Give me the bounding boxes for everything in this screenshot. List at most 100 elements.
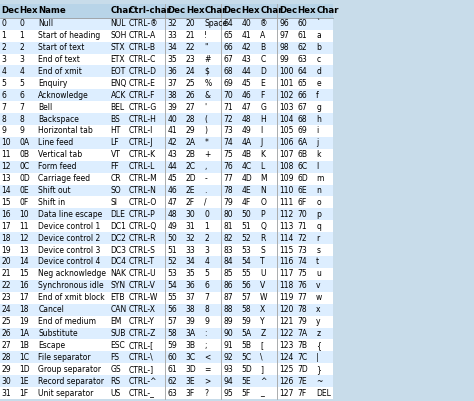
Text: :: : bbox=[204, 329, 207, 338]
Text: 53: 53 bbox=[242, 245, 252, 255]
Bar bbox=[278, 196, 333, 209]
Bar bbox=[166, 30, 221, 42]
Bar bbox=[222, 137, 277, 149]
Bar bbox=[222, 125, 277, 137]
Text: f: f bbox=[316, 91, 319, 100]
Text: 115: 115 bbox=[279, 245, 293, 255]
Text: 59: 59 bbox=[167, 341, 177, 350]
Text: 6C: 6C bbox=[298, 162, 308, 171]
Bar bbox=[0, 280, 165, 292]
Bar bbox=[278, 316, 333, 328]
Text: 49: 49 bbox=[242, 126, 252, 136]
Bar bbox=[166, 292, 221, 304]
Text: 0E: 0E bbox=[19, 186, 29, 195]
Text: 64: 64 bbox=[298, 67, 308, 76]
Bar bbox=[222, 363, 277, 375]
Text: 38: 38 bbox=[186, 305, 195, 314]
Text: Shift in: Shift in bbox=[38, 198, 65, 207]
Text: EM: EM bbox=[110, 317, 122, 326]
Text: Ctrl-char: Ctrl-char bbox=[128, 6, 171, 15]
Text: 45: 45 bbox=[242, 79, 252, 88]
Bar bbox=[0, 125, 165, 137]
Bar bbox=[0, 209, 165, 220]
Text: 0C: 0C bbox=[19, 162, 29, 171]
Text: 1D: 1D bbox=[19, 365, 30, 374]
Text: 2A: 2A bbox=[186, 138, 196, 147]
Text: CTRL-C: CTRL-C bbox=[128, 55, 156, 64]
Text: Z: Z bbox=[260, 329, 265, 338]
Text: CTRL-B: CTRL-B bbox=[128, 43, 155, 52]
Text: BEL: BEL bbox=[110, 103, 125, 111]
Text: 4: 4 bbox=[1, 67, 6, 76]
Text: 66: 66 bbox=[223, 43, 233, 52]
Text: 80: 80 bbox=[223, 210, 233, 219]
Text: E: E bbox=[260, 79, 265, 88]
Text: 23: 23 bbox=[186, 55, 195, 64]
Bar bbox=[222, 42, 277, 53]
Text: 37: 37 bbox=[186, 293, 196, 302]
Text: 3: 3 bbox=[204, 245, 209, 255]
Text: 125: 125 bbox=[279, 365, 293, 374]
Text: %: % bbox=[204, 79, 211, 88]
Text: 14: 14 bbox=[1, 186, 11, 195]
Text: 4C: 4C bbox=[242, 162, 252, 171]
Text: 6E: 6E bbox=[298, 186, 307, 195]
Text: _: _ bbox=[260, 389, 264, 397]
Text: 31: 31 bbox=[1, 389, 11, 397]
Text: X: X bbox=[260, 305, 265, 314]
Text: 10: 10 bbox=[1, 138, 11, 147]
Text: 7: 7 bbox=[1, 103, 6, 111]
Text: 29: 29 bbox=[1, 365, 11, 374]
Text: e: e bbox=[316, 79, 321, 88]
Bar bbox=[278, 268, 333, 280]
Text: q: q bbox=[316, 222, 321, 231]
Text: i: i bbox=[316, 126, 319, 136]
Text: Hex: Hex bbox=[19, 6, 38, 15]
Text: DC2: DC2 bbox=[110, 234, 126, 243]
Text: 76: 76 bbox=[298, 282, 308, 290]
Text: 117: 117 bbox=[279, 269, 293, 278]
Text: CTRL-[: CTRL-[ bbox=[128, 341, 154, 350]
Text: 46: 46 bbox=[167, 186, 177, 195]
Bar bbox=[222, 77, 277, 89]
Text: 121: 121 bbox=[279, 317, 293, 326]
Text: 6: 6 bbox=[1, 91, 6, 100]
Text: 75: 75 bbox=[298, 269, 308, 278]
Text: 108: 108 bbox=[279, 162, 293, 171]
Bar bbox=[0, 339, 165, 351]
Text: l: l bbox=[316, 162, 319, 171]
Bar bbox=[0, 256, 165, 268]
Text: z: z bbox=[316, 329, 320, 338]
Text: FF: FF bbox=[110, 162, 119, 171]
Text: End of medium: End of medium bbox=[38, 317, 96, 326]
Bar bbox=[278, 149, 333, 161]
Text: Carriage feed: Carriage feed bbox=[38, 174, 91, 183]
Text: 73: 73 bbox=[298, 245, 308, 255]
Bar bbox=[278, 125, 333, 137]
Bar bbox=[166, 137, 221, 149]
Text: h: h bbox=[316, 115, 321, 124]
Bar bbox=[166, 18, 221, 30]
Bar bbox=[0, 4, 333, 18]
Text: 45: 45 bbox=[167, 174, 177, 183]
Text: ETX: ETX bbox=[110, 55, 125, 64]
Text: 0: 0 bbox=[1, 19, 6, 28]
Text: 47: 47 bbox=[167, 198, 177, 207]
Text: 73: 73 bbox=[223, 126, 233, 136]
Bar bbox=[0, 304, 165, 316]
Bar bbox=[166, 351, 221, 363]
Text: 56: 56 bbox=[242, 282, 252, 290]
Bar bbox=[278, 101, 333, 113]
Text: Escape: Escape bbox=[38, 341, 65, 350]
Bar bbox=[0, 268, 165, 280]
Text: k: k bbox=[316, 150, 320, 159]
Bar bbox=[0, 53, 165, 65]
Text: US: US bbox=[110, 389, 121, 397]
Bar bbox=[0, 89, 165, 101]
Text: 17: 17 bbox=[1, 222, 11, 231]
Text: CTRL-]: CTRL-] bbox=[128, 365, 154, 374]
Text: 2D: 2D bbox=[186, 174, 196, 183]
Text: 61: 61 bbox=[298, 31, 307, 40]
Bar bbox=[222, 18, 277, 30]
Text: 14: 14 bbox=[19, 257, 29, 267]
